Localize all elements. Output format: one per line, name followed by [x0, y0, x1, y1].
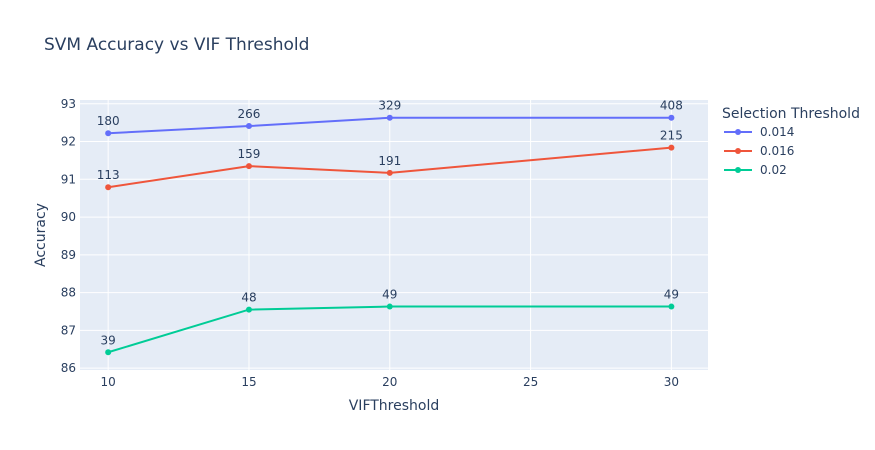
y-axis-title: Accuracy — [33, 203, 49, 267]
x-tick-label: 15 — [241, 375, 256, 389]
series-0.02 — [105, 303, 675, 356]
data-label: 408 — [660, 99, 683, 113]
series-0.016 — [105, 144, 675, 191]
data-point — [386, 303, 393, 310]
x-axis-title: VIFThreshold — [349, 398, 440, 414]
x-tick-label: 20 — [382, 375, 397, 389]
series-0.014 — [105, 114, 675, 137]
data-label: 39 — [101, 333, 116, 347]
y-tick-label: 89 — [61, 248, 76, 262]
x-tick-label: 10 — [101, 375, 116, 389]
data-label: 49 — [664, 288, 679, 302]
data-point — [105, 184, 112, 191]
data-label: 215 — [660, 129, 683, 143]
legend-marker — [735, 129, 741, 135]
y-tick-label: 88 — [61, 286, 76, 300]
legend-label: 0.02 — [760, 163, 787, 177]
x-tick-label: 25 — [523, 375, 538, 389]
y-tick-label: 87 — [61, 323, 76, 337]
data-point — [245, 123, 252, 130]
legend: Selection Threshold 0.014 0.016 0.02 — [722, 106, 860, 177]
y-tick-label: 86 — [61, 361, 76, 375]
series-layer — [105, 114, 675, 356]
data-label: 266 — [238, 107, 261, 121]
legend-item: 0.016 — [724, 144, 794, 158]
legend-marker — [735, 167, 741, 173]
plot-area — [80, 100, 708, 370]
data-point — [105, 130, 112, 137]
data-label: 159 — [238, 147, 261, 161]
y-tick-label: 91 — [61, 172, 76, 186]
data-label-layer: 180 266 329 408 113 159 191 215 39 48 49 49 — [97, 99, 683, 348]
data-point — [386, 114, 393, 121]
data-label: 191 — [378, 154, 401, 168]
data-point — [245, 306, 252, 313]
y-tick-label: 93 — [61, 97, 76, 111]
y-tick-label: 90 — [61, 210, 76, 224]
data-point — [386, 169, 393, 176]
data-point — [668, 114, 675, 121]
tick-layer: 10 15 20 25 30 86 87 88 89 90 91 92 93 — [61, 97, 679, 389]
data-label: 180 — [97, 114, 120, 128]
data-label: 113 — [97, 168, 120, 182]
series-line — [107, 305, 672, 354]
series-line — [108, 146, 672, 189]
legend-items: 0.014 0.016 0.02 — [724, 125, 794, 177]
grid-layer — [80, 100, 708, 370]
data-point — [668, 144, 675, 151]
legend-label: 0.016 — [760, 144, 794, 158]
legend-title: Selection Threshold — [722, 106, 860, 122]
chart-title: SVM Accuracy vs VIF Threshold — [44, 35, 309, 55]
data-label: 329 — [378, 99, 401, 113]
y-tick-label: 92 — [61, 135, 76, 149]
data-label: 48 — [241, 291, 256, 305]
legend-item: 0.02 — [724, 163, 787, 177]
legend-marker — [735, 148, 741, 154]
x-tick-label: 30 — [664, 375, 679, 389]
legend-label: 0.014 — [760, 125, 794, 139]
legend-item: 0.014 — [724, 125, 794, 139]
data-label: 49 — [382, 288, 397, 302]
series-line — [108, 116, 672, 135]
data-point — [668, 303, 675, 310]
data-point — [245, 163, 252, 170]
data-point — [105, 349, 112, 356]
